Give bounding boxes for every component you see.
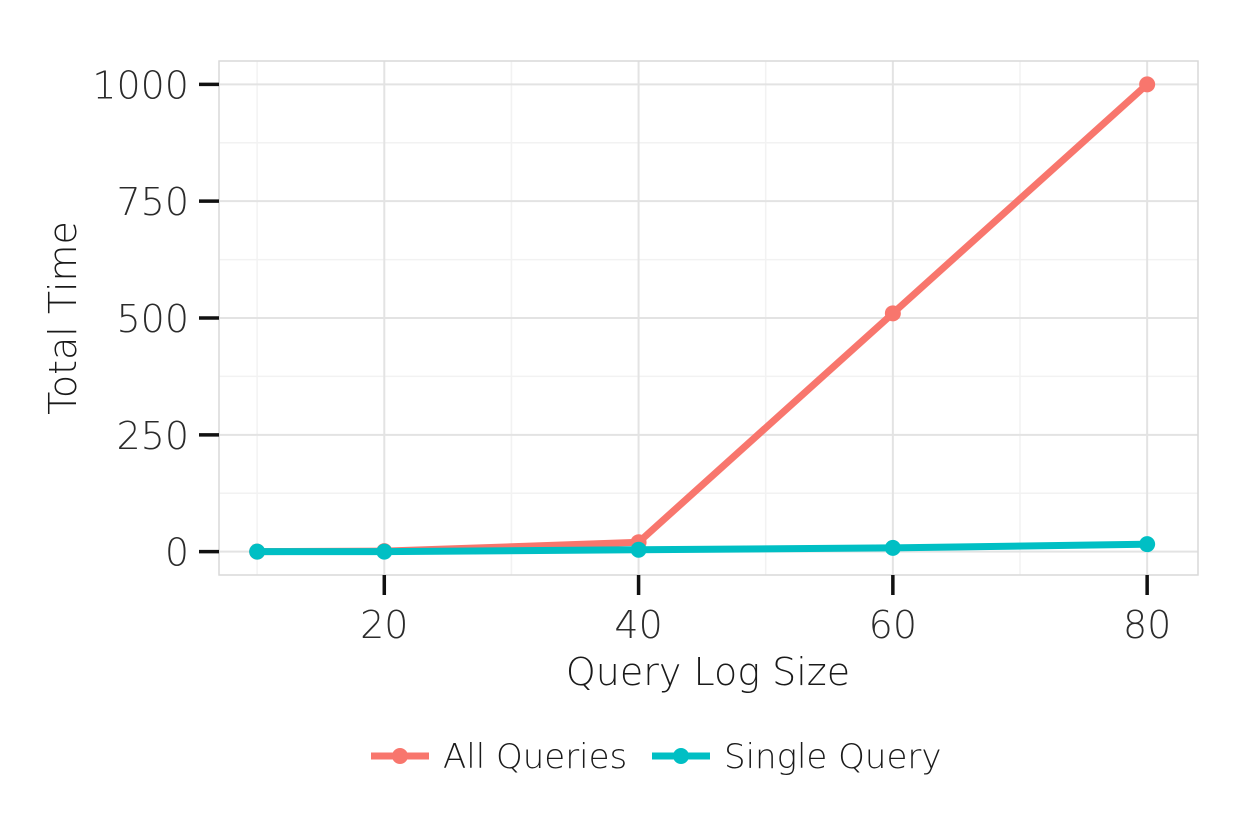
series-2-point: [630, 541, 647, 558]
legend-key-point: [673, 748, 689, 764]
series-layer: [249, 76, 1156, 560]
y-tick-label: 500: [116, 297, 189, 341]
x-tick-label: 60: [869, 603, 917, 647]
x-tick-label: 40: [614, 603, 662, 647]
legend-key-point: [392, 748, 408, 764]
x-axis: 20 40 60 80: [360, 575, 1171, 647]
x-tick-label: 20: [360, 603, 408, 647]
series-2-point: [249, 543, 266, 560]
y-axis: 0 250 500 750 1000: [92, 63, 219, 575]
series-1-point: [884, 305, 901, 322]
series-2-point: [1139, 536, 1156, 553]
x-tick-label: 80: [1123, 603, 1171, 647]
x-axis-title: Query Log Size: [566, 650, 850, 694]
y-tick-label: 1000: [92, 63, 189, 107]
y-axis-title: Total Time: [41, 221, 85, 415]
legend: All Queries Single Query: [371, 737, 941, 777]
y-tick-label: 750: [116, 180, 189, 224]
y-tick-label: 0: [165, 531, 189, 575]
series-1-point: [1139, 76, 1156, 93]
legend-label: All Queries: [443, 737, 627, 777]
legend-label: Single Query: [724, 737, 941, 777]
series-2-point: [884, 539, 901, 556]
y-tick-label: 250: [116, 414, 189, 458]
series-2-point: [376, 543, 393, 560]
